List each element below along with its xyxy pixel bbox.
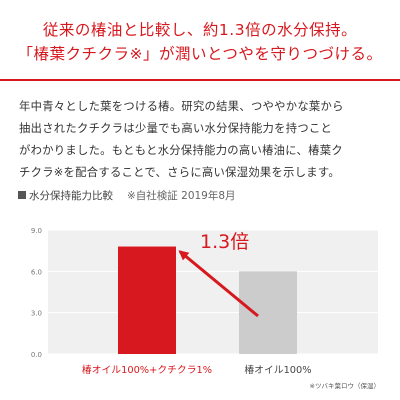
body-text-line-2: 抽出されたクチクラは少量でも高い水分保持能力を持つこと bbox=[19, 122, 333, 135]
ratio-annotation-label: 1.3倍 bbox=[200, 231, 249, 253]
y-tick-label: 0.0 bbox=[31, 351, 42, 359]
footnote: ※ツバキ葉ロウ（保湿） bbox=[309, 382, 380, 390]
bar-1 bbox=[118, 246, 176, 354]
headline-divider bbox=[0, 79, 400, 81]
headline-line-2: 「椿葉クチクラ※」が潤いとつやを守りつづける。 bbox=[17, 45, 383, 63]
headline-line-1: 従来の椿油と比較し、約1.3倍の水分保持。 bbox=[42, 21, 358, 39]
chart-note: ※自社検証 2019年8月 bbox=[127, 190, 236, 202]
gridlines bbox=[48, 229, 378, 355]
square-bullet-icon bbox=[18, 191, 26, 199]
y-tick-label: 3.0 bbox=[31, 310, 42, 318]
comparison-arrow bbox=[178, 250, 259, 318]
chart-heading: 水分保持能力比較 ※自社検証 2019年8月 bbox=[18, 188, 236, 203]
chart-title: 水分保持能力比較 bbox=[29, 190, 113, 202]
plot-background bbox=[48, 230, 378, 354]
y-axis-tick-labels: 9.0 6.0 3.0 0.0 bbox=[31, 227, 42, 359]
bars bbox=[118, 246, 297, 354]
body-text-line-3: がわかりました。もともと水分保持能力の高い椿油に、椿葉ク bbox=[19, 144, 343, 157]
category-label-1: 椿オイル100%+クチクラ1% bbox=[81, 365, 213, 376]
y-tick-label: 6.0 bbox=[31, 268, 42, 276]
category-label-2: 椿オイル100% bbox=[244, 365, 312, 376]
y-tick-label: 9.0 bbox=[31, 227, 42, 235]
body-text-line-1: 年中青々とした葉をつける椿。研究の結果、つややかな葉から bbox=[19, 100, 344, 113]
bar-2 bbox=[239, 271, 297, 354]
body-text-line-4: チクラ※を配合することで、さらに高い保湿効果を示します。 bbox=[19, 166, 340, 179]
